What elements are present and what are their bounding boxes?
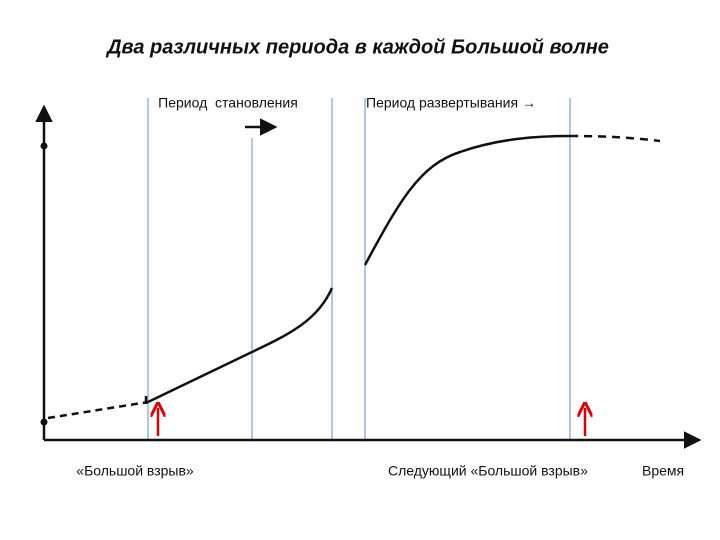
curves: [47, 134, 661, 420]
label: Следующий «Большой взрыв»: [388, 463, 588, 479]
label: Период становления: [158, 95, 298, 111]
title: Два различных периода в каждой Большой в…: [105, 36, 609, 58]
label: Период развертывания →: [366, 95, 536, 111]
dot: [40, 418, 48, 426]
label: Время: [642, 463, 684, 479]
dot: [40, 142, 48, 150]
guides: [147, 98, 571, 440]
axes: [35, 104, 702, 449]
label: «Большой взрыв»: [76, 463, 194, 479]
